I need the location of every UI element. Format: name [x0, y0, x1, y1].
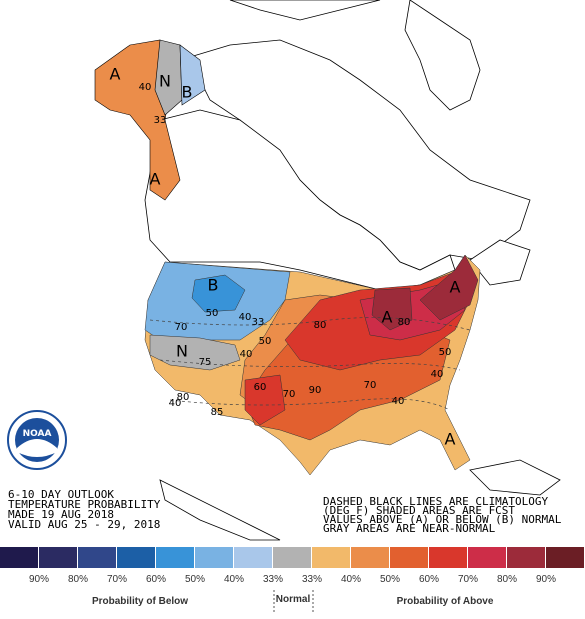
map-label: 50: [206, 308, 219, 319]
map-label: 60: [254, 382, 267, 393]
logo-text: NOAA: [23, 429, 52, 439]
basemap: [144, 0, 561, 541]
map-label: 40: [139, 82, 152, 93]
legend-swatch: [468, 547, 506, 568]
header-line: VALID AUG 25 - 29, 2018: [8, 518, 160, 531]
map-label: 90: [309, 385, 322, 396]
legend-swatch: [195, 547, 233, 568]
map-label: 80: [177, 392, 190, 403]
map-label: N: [176, 342, 188, 361]
header-line: MADE 19 AUG 2018: [8, 508, 114, 521]
map-label: N: [159, 72, 171, 91]
header-line: 6-10 DAY OUTLOOK: [8, 488, 114, 501]
legend-title: Normal: [276, 594, 311, 605]
map-label: 33: [154, 115, 167, 126]
legend-swatch: [234, 547, 272, 568]
map-label: 40: [392, 396, 405, 407]
legend-swatch: [312, 547, 350, 568]
legend: 90% 80% 70% 60% 50% 40% 33% 33% 40% 50% 60% 70% 80% 9…: [0, 547, 584, 585]
map-label: A: [382, 308, 393, 327]
header-line: TEMPERATURE PROBABILITY: [8, 498, 161, 511]
map-label: A: [450, 278, 461, 297]
note-line: GRAY AREAS ARE NEAR-NORMAL: [323, 522, 496, 535]
map-label: A: [150, 170, 161, 189]
map-label: A: [110, 65, 121, 84]
legend-label: 60%: [146, 574, 166, 585]
legend-label: 50%: [380, 574, 400, 585]
legend-swatch: [0, 547, 38, 568]
legend-label: 90%: [29, 574, 49, 585]
map-label: 80: [314, 320, 327, 331]
legend-swatch: [156, 547, 194, 568]
map-label: 50: [259, 336, 272, 347]
noaa-logo: NOAA: [7, 410, 67, 470]
legend-swatch: [273, 547, 311, 568]
map-label: A: [445, 430, 456, 449]
map-label: 40: [431, 369, 444, 380]
legend-title: Probability of Below: [92, 596, 188, 607]
legend-label: 50%: [185, 574, 205, 585]
alaska-shading: [94, 39, 206, 201]
map-label: 33: [252, 317, 265, 328]
legend-label: 33%: [263, 574, 283, 585]
map-label: 70: [283, 389, 296, 400]
legend-swatch: [39, 547, 77, 568]
note-line: (DEG F) SHADED AREAS ARE FCST: [323, 504, 515, 517]
legend-label: 70%: [458, 574, 478, 585]
legend-swatch: [78, 547, 116, 568]
map-label: 85: [211, 407, 224, 418]
legend-label: 40%: [341, 574, 361, 585]
note-line: DASHED BLACK LINES ARE CLIMATOLOGY: [323, 495, 549, 508]
us-shading: [144, 254, 481, 476]
map-labels: A N B 40 33 A B 50 40 33 70 N 50 40 75 6…: [110, 65, 461, 449]
legend-label: 90%: [536, 574, 556, 585]
legend-label: 33%: [302, 574, 322, 585]
legend-swatch: [546, 547, 584, 568]
map-label: 70: [364, 380, 377, 391]
map-label: 40: [240, 349, 253, 360]
climatology-lines: [149, 317, 471, 411]
legend-label: 40%: [224, 574, 244, 585]
legend-swatch: [351, 547, 389, 568]
legend-swatch: [117, 547, 155, 568]
legend-title: Probability of Above: [397, 596, 494, 607]
map-label: 80: [398, 317, 411, 328]
map-label: B: [208, 276, 219, 295]
map-label: 70: [175, 322, 188, 333]
legend-swatch: [390, 547, 428, 568]
map-label: B: [182, 83, 193, 102]
map-label: 40: [239, 312, 252, 323]
legend-label: 80%: [68, 574, 88, 585]
legend-label: 70%: [107, 574, 127, 585]
map-label: 50: [439, 347, 452, 358]
note-line: VALUES ABOVE (A) OR BELOW (B) NORMAL: [323, 513, 562, 526]
legend-label: 60%: [419, 574, 439, 585]
legend-swatch: [429, 547, 467, 568]
legend-label: 80%: [497, 574, 517, 585]
map-label: 40: [169, 398, 182, 409]
legend-swatch: [507, 547, 545, 568]
map-label: 75: [199, 357, 212, 368]
